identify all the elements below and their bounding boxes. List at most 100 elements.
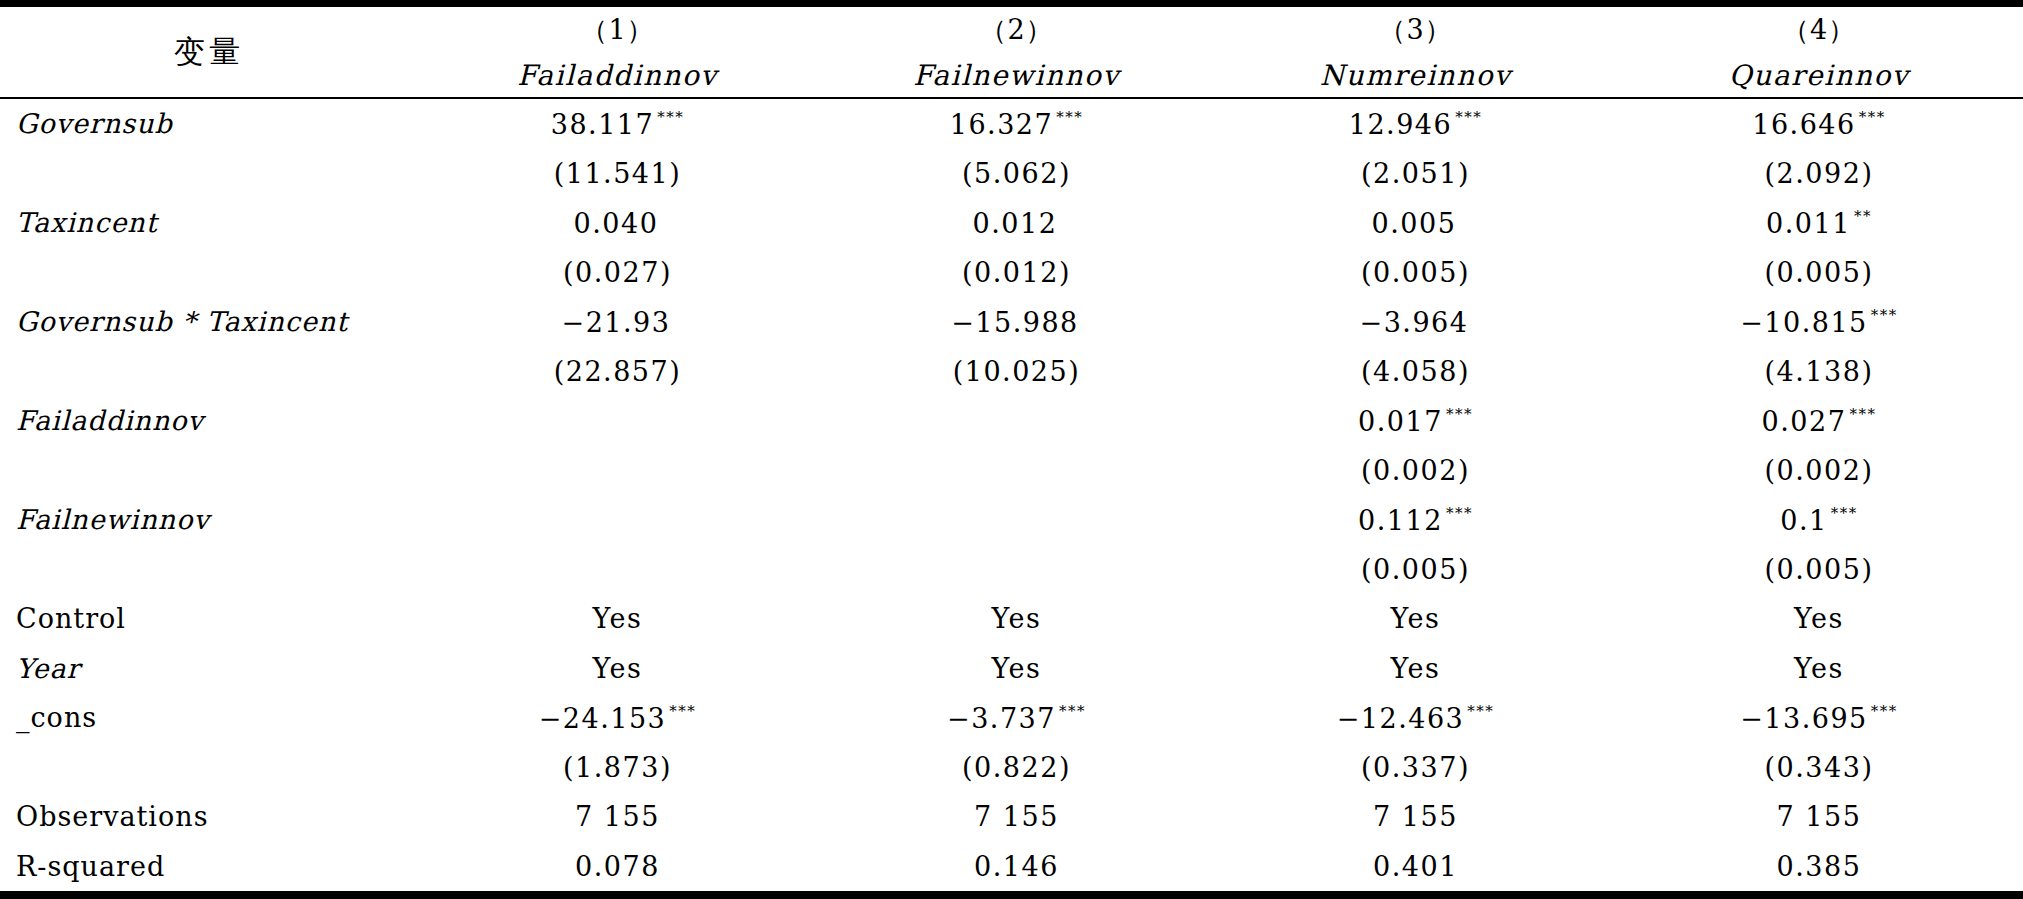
cell-value: 0.027 <box>1762 406 1847 437</box>
cell: Yes <box>1615 594 2023 643</box>
significance-stars: *** <box>1849 405 1876 423</box>
cell-value: 16.646 <box>1752 109 1855 140</box>
cell: −13.695*** <box>1615 693 2023 742</box>
cell-value: 16.327 <box>950 109 1053 140</box>
cell: Yes <box>418 643 817 692</box>
cell-value: −13.695 <box>1740 703 1868 734</box>
cell <box>418 396 817 445</box>
table-row-cons: _cons −24.153*** −3.737*** −12.463*** −1… <box>0 693 2023 742</box>
cell-value: 0.401 <box>1373 851 1458 882</box>
cell-value: 38.117 <box>551 109 654 140</box>
cell: −12.463*** <box>1216 693 1615 742</box>
significance-stars: *** <box>1059 702 1086 720</box>
table-row-taxincent: Taxincent 0.040 0.012 0.005 0.011** <box>0 198 2023 247</box>
cell: 0.078 <box>418 841 817 891</box>
cell: (2.092) <box>1615 149 2023 198</box>
cell: 0.1*** <box>1615 495 2023 544</box>
significance-stars: *** <box>1455 108 1482 126</box>
significance-stars: *** <box>1831 504 1858 522</box>
regression-results-table: 变量 （1） （2） （3） （4） Failaddinnov Failnewi… <box>0 7 2023 891</box>
cell-value: −24.153 <box>539 703 667 734</box>
table-row-se: (11.541) (5.062) (2.051) (2.092) <box>0 149 2023 198</box>
cell-value: 0.078 <box>575 851 660 882</box>
cell: (0.005) <box>1615 247 2023 296</box>
significance-stars: *** <box>1871 702 1898 720</box>
depvar-header-2: Failnewinnov <box>817 53 1216 98</box>
row-label <box>0 544 418 593</box>
cell: (10.025) <box>817 346 1216 395</box>
cell-value: (0.005) <box>1765 257 1874 288</box>
regression-table-page: 变量 （1） （2） （3） （4） Failaddinnov Failnewi… <box>0 0 2023 899</box>
cell: 7 155 <box>817 792 1216 841</box>
cell-value: (5.062) <box>962 158 1071 189</box>
cell: −10.815*** <box>1615 297 2023 346</box>
depvar-header-4: Quareinnov <box>1615 53 2023 98</box>
cell: −3.737*** <box>817 693 1216 742</box>
header-row-model-numbers: 变量 （1） （2） （3） （4） <box>0 7 2023 53</box>
table-row-interaction: Governsub * Taxincent −21.93 −15.988 −3.… <box>0 297 2023 346</box>
cell: (22.857) <box>418 346 817 395</box>
row-label <box>0 346 418 395</box>
depvar-header-1: Failaddinnov <box>418 53 817 98</box>
cell-value: (2.092) <box>1765 158 1874 189</box>
table-row-governsub: Governsub 38.117*** 16.327*** 12.946*** … <box>0 98 2023 149</box>
cell: −3.964 <box>1216 297 1615 346</box>
cell-value: (0.002) <box>1765 455 1874 486</box>
table-row-observations: Observations 7 155 7 155 7 155 7 155 <box>0 792 2023 841</box>
cell: (0.005) <box>1216 247 1615 296</box>
depvar-header-3: Numreinnov <box>1216 53 1615 98</box>
cell-value: (2.051) <box>1361 158 1470 189</box>
cell <box>418 445 817 494</box>
cell: 16.646*** <box>1615 98 2023 149</box>
model-number-header-3: （3） <box>1216 7 1615 53</box>
cell: Yes <box>817 594 1216 643</box>
cell: (4.138) <box>1615 346 2023 395</box>
cell: Yes <box>1216 643 1615 692</box>
row-label: Governsub * Taxincent <box>0 297 418 346</box>
significance-stars: *** <box>1871 306 1898 324</box>
cell: (4.058) <box>1216 346 1615 395</box>
model-number-header-1: （1） <box>418 7 817 53</box>
cell: 7 155 <box>1615 792 2023 841</box>
cell-value: Yes <box>1391 653 1441 684</box>
cell <box>817 396 1216 445</box>
cell: 0.401 <box>1216 841 1615 891</box>
cell-value: Yes <box>992 603 1042 634</box>
cell-value: Yes <box>1391 603 1441 634</box>
cell-value: 12.946 <box>1349 109 1452 140</box>
cell-value: Yes <box>1794 603 1844 634</box>
significance-stars: ** <box>1854 207 1872 225</box>
cell-value: 0.146 <box>974 851 1059 882</box>
cell <box>817 544 1216 593</box>
row-label: Failnewinnov <box>0 495 418 544</box>
row-label: Observations <box>0 792 418 841</box>
significance-stars: *** <box>1446 405 1473 423</box>
row-label <box>0 445 418 494</box>
model-number-header-2: （2） <box>817 7 1216 53</box>
cell: (1.873) <box>418 742 817 791</box>
cell-value: Yes <box>593 603 643 634</box>
row-label: _cons <box>0 693 418 742</box>
table-row-failaddinnov: Failaddinnov 0.017*** 0.027*** <box>0 396 2023 445</box>
row-label <box>0 742 418 791</box>
significance-stars: *** <box>1056 108 1083 126</box>
row-label: Control <box>0 594 418 643</box>
cell: 0.385 <box>1615 841 2023 891</box>
significance-stars: *** <box>1859 108 1886 126</box>
model-number-header-4: （4） <box>1615 7 2023 53</box>
significance-stars: *** <box>669 702 696 720</box>
significance-stars: *** <box>657 108 684 126</box>
cell-value: −21.93 <box>562 307 671 338</box>
cell-value: 0.005 <box>1372 208 1457 239</box>
cell: (0.027) <box>418 247 817 296</box>
cell: 0.146 <box>817 841 1216 891</box>
cell: 7 155 <box>1216 792 1615 841</box>
cell: −24.153*** <box>418 693 817 742</box>
cell-value: (0.005) <box>1361 257 1470 288</box>
cell-value: 0.011 <box>1766 208 1851 239</box>
cell-value: (0.012) <box>962 257 1071 288</box>
cell-value: (0.005) <box>1361 554 1470 585</box>
cell-value: −3.737 <box>947 703 1056 734</box>
cell: Yes <box>817 643 1216 692</box>
cell: 0.040 <box>418 198 817 247</box>
